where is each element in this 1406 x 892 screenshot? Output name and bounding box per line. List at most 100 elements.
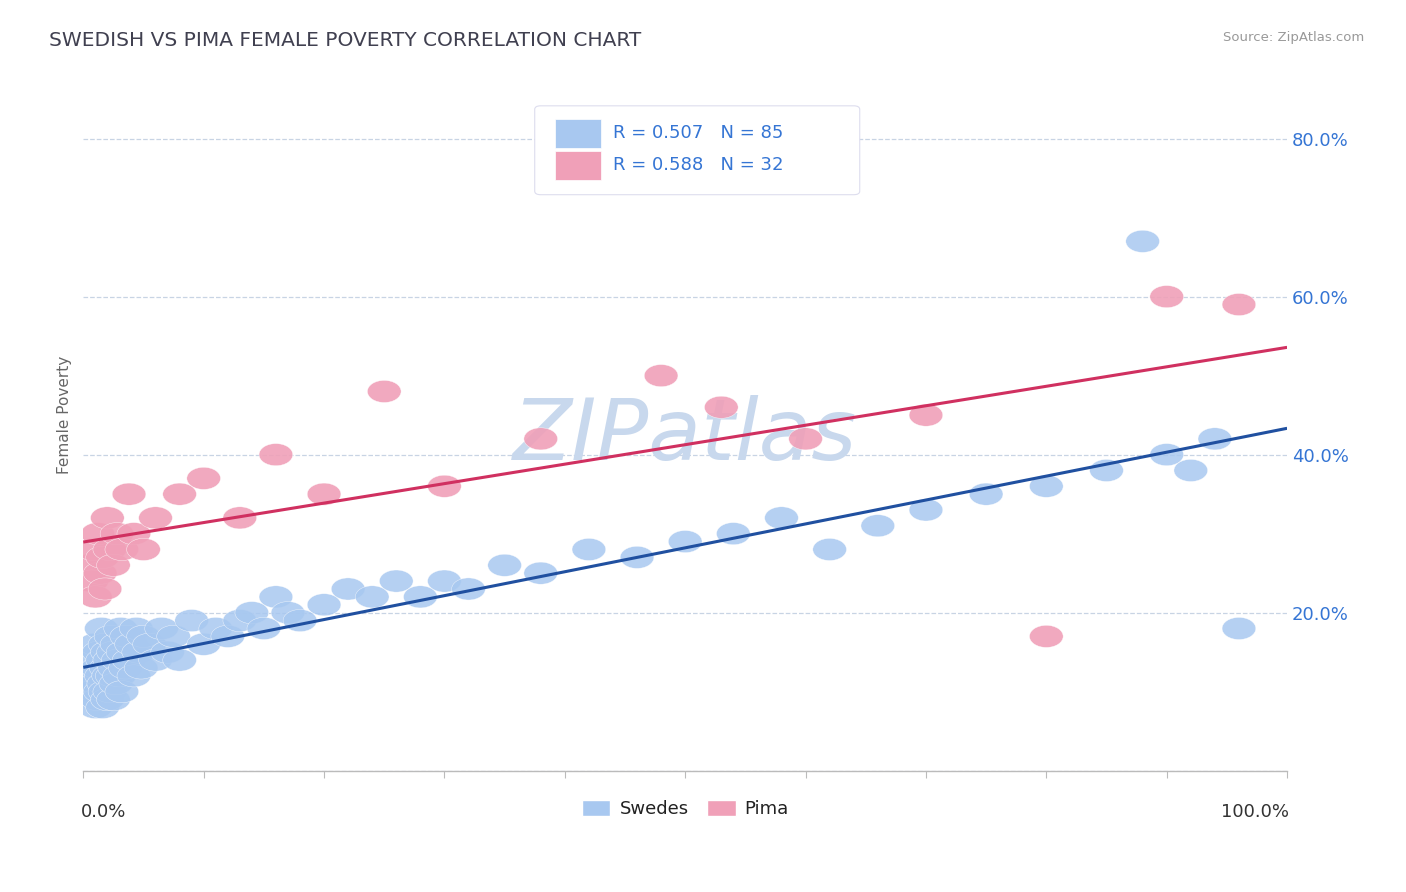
Text: ZIPatlas: ZIPatlas bbox=[513, 395, 858, 478]
Ellipse shape bbox=[79, 633, 112, 656]
Text: SWEDISH VS PIMA FEMALE POVERTY CORRELATION CHART: SWEDISH VS PIMA FEMALE POVERTY CORRELATI… bbox=[49, 31, 641, 50]
Ellipse shape bbox=[1126, 230, 1160, 252]
Ellipse shape bbox=[76, 649, 110, 671]
Ellipse shape bbox=[80, 673, 114, 695]
Ellipse shape bbox=[90, 641, 124, 664]
FancyBboxPatch shape bbox=[555, 119, 600, 148]
Ellipse shape bbox=[107, 641, 139, 664]
Ellipse shape bbox=[198, 617, 232, 640]
Ellipse shape bbox=[235, 601, 269, 624]
Ellipse shape bbox=[332, 578, 366, 600]
Ellipse shape bbox=[247, 617, 281, 640]
Ellipse shape bbox=[75, 570, 108, 592]
Ellipse shape bbox=[127, 625, 160, 648]
Ellipse shape bbox=[187, 467, 221, 490]
Ellipse shape bbox=[73, 665, 107, 687]
Ellipse shape bbox=[1029, 475, 1063, 498]
Ellipse shape bbox=[98, 673, 132, 695]
Ellipse shape bbox=[83, 681, 117, 703]
Ellipse shape bbox=[76, 539, 110, 560]
Ellipse shape bbox=[451, 578, 485, 600]
Ellipse shape bbox=[211, 625, 245, 648]
Ellipse shape bbox=[156, 625, 190, 648]
Ellipse shape bbox=[105, 681, 139, 703]
Ellipse shape bbox=[112, 649, 146, 671]
Ellipse shape bbox=[163, 483, 197, 505]
Ellipse shape bbox=[97, 689, 131, 711]
Ellipse shape bbox=[524, 562, 558, 584]
Ellipse shape bbox=[87, 673, 121, 695]
Ellipse shape bbox=[307, 594, 340, 615]
Ellipse shape bbox=[110, 625, 143, 648]
Ellipse shape bbox=[84, 665, 118, 687]
Ellipse shape bbox=[813, 539, 846, 560]
Ellipse shape bbox=[89, 633, 122, 656]
Ellipse shape bbox=[91, 665, 125, 687]
Ellipse shape bbox=[145, 617, 179, 640]
Ellipse shape bbox=[101, 649, 135, 671]
Ellipse shape bbox=[367, 380, 401, 402]
Ellipse shape bbox=[187, 633, 221, 656]
Ellipse shape bbox=[1090, 459, 1123, 482]
Ellipse shape bbox=[717, 523, 751, 545]
Ellipse shape bbox=[108, 657, 142, 679]
Y-axis label: Female Poverty: Female Poverty bbox=[58, 356, 72, 475]
Ellipse shape bbox=[98, 657, 131, 679]
Ellipse shape bbox=[427, 475, 461, 498]
Ellipse shape bbox=[860, 515, 894, 537]
Ellipse shape bbox=[82, 641, 115, 664]
Ellipse shape bbox=[89, 681, 122, 703]
Ellipse shape bbox=[1174, 459, 1208, 482]
Ellipse shape bbox=[86, 697, 120, 719]
Ellipse shape bbox=[765, 507, 799, 529]
Ellipse shape bbox=[1222, 617, 1256, 640]
Ellipse shape bbox=[103, 665, 136, 687]
Ellipse shape bbox=[524, 428, 558, 450]
Ellipse shape bbox=[259, 586, 292, 608]
Text: Source: ZipAtlas.com: Source: ZipAtlas.com bbox=[1223, 31, 1364, 45]
Ellipse shape bbox=[124, 657, 157, 679]
Ellipse shape bbox=[644, 365, 678, 387]
Ellipse shape bbox=[150, 641, 184, 664]
Ellipse shape bbox=[139, 507, 173, 529]
Ellipse shape bbox=[93, 539, 127, 560]
Ellipse shape bbox=[86, 546, 120, 568]
Ellipse shape bbox=[356, 586, 389, 608]
Ellipse shape bbox=[259, 443, 292, 466]
Ellipse shape bbox=[104, 617, 138, 640]
Ellipse shape bbox=[668, 531, 702, 553]
Ellipse shape bbox=[380, 570, 413, 592]
Ellipse shape bbox=[84, 617, 118, 640]
Ellipse shape bbox=[910, 404, 943, 426]
Ellipse shape bbox=[79, 586, 112, 608]
Ellipse shape bbox=[1150, 285, 1184, 308]
Ellipse shape bbox=[307, 483, 340, 505]
Ellipse shape bbox=[90, 657, 122, 679]
Ellipse shape bbox=[75, 681, 108, 703]
Ellipse shape bbox=[1150, 443, 1184, 466]
Text: 100.0%: 100.0% bbox=[1222, 803, 1289, 821]
Ellipse shape bbox=[620, 546, 654, 568]
FancyBboxPatch shape bbox=[555, 151, 600, 180]
Ellipse shape bbox=[79, 697, 112, 719]
Ellipse shape bbox=[127, 539, 160, 560]
Text: R = 0.588   N = 32: R = 0.588 N = 32 bbox=[613, 156, 783, 174]
Ellipse shape bbox=[163, 649, 197, 671]
Ellipse shape bbox=[224, 609, 257, 632]
Ellipse shape bbox=[283, 609, 316, 632]
Ellipse shape bbox=[97, 641, 131, 664]
Ellipse shape bbox=[89, 578, 122, 600]
Text: R = 0.507   N = 85: R = 0.507 N = 85 bbox=[613, 124, 783, 142]
Ellipse shape bbox=[82, 689, 115, 711]
Ellipse shape bbox=[82, 523, 115, 545]
Ellipse shape bbox=[910, 499, 943, 521]
Ellipse shape bbox=[789, 428, 823, 450]
Ellipse shape bbox=[224, 507, 257, 529]
Ellipse shape bbox=[139, 649, 173, 671]
Ellipse shape bbox=[404, 586, 437, 608]
Ellipse shape bbox=[112, 483, 146, 505]
Ellipse shape bbox=[969, 483, 1002, 505]
Ellipse shape bbox=[115, 633, 148, 656]
Ellipse shape bbox=[122, 641, 156, 664]
Ellipse shape bbox=[105, 539, 139, 560]
